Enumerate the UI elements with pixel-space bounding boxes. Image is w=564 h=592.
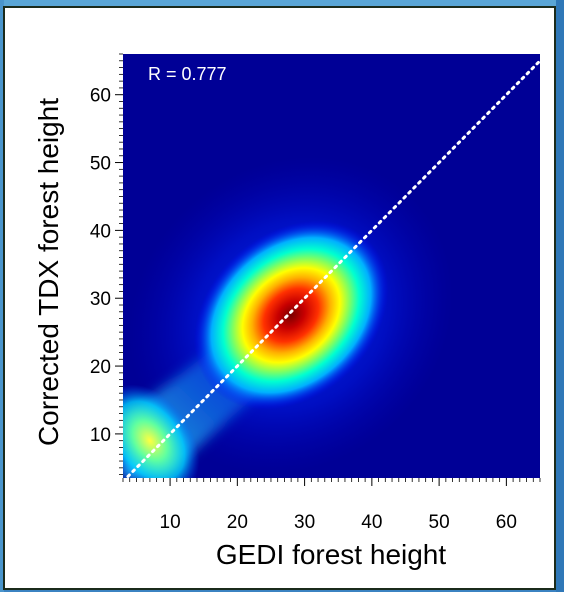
x-tick-label: 50 [429, 512, 450, 533]
x-tick-label: 20 [227, 512, 248, 533]
y-tick-label: 30 [90, 289, 111, 310]
x-tick-label: 40 [361, 512, 382, 533]
y-axis-label: Corrected TDX forest height [33, 98, 64, 446]
density-peak-secondary [123, 384, 200, 478]
x-axis-ticks: 10 20 30 40 50 60 [122, 478, 541, 533]
x-tick-label: 30 [294, 512, 315, 533]
correlation-annotation: R = 0.777 [148, 64, 227, 84]
y-tick-label: 20 [90, 357, 111, 378]
y-tick-label: 40 [90, 221, 111, 242]
y-tick-label: 50 [90, 154, 111, 175]
x-tick-label: 60 [496, 512, 517, 533]
x-tick-label: 10 [160, 512, 181, 533]
y-axis-ticks: 10 20 30 40 50 60 [90, 53, 123, 476]
y-tick-label: 60 [90, 86, 111, 107]
x-axis-label: GEDI forest height [216, 539, 447, 570]
y-tick-label: 10 [90, 425, 111, 446]
one-to-one-reference-line [124, 59, 540, 478]
